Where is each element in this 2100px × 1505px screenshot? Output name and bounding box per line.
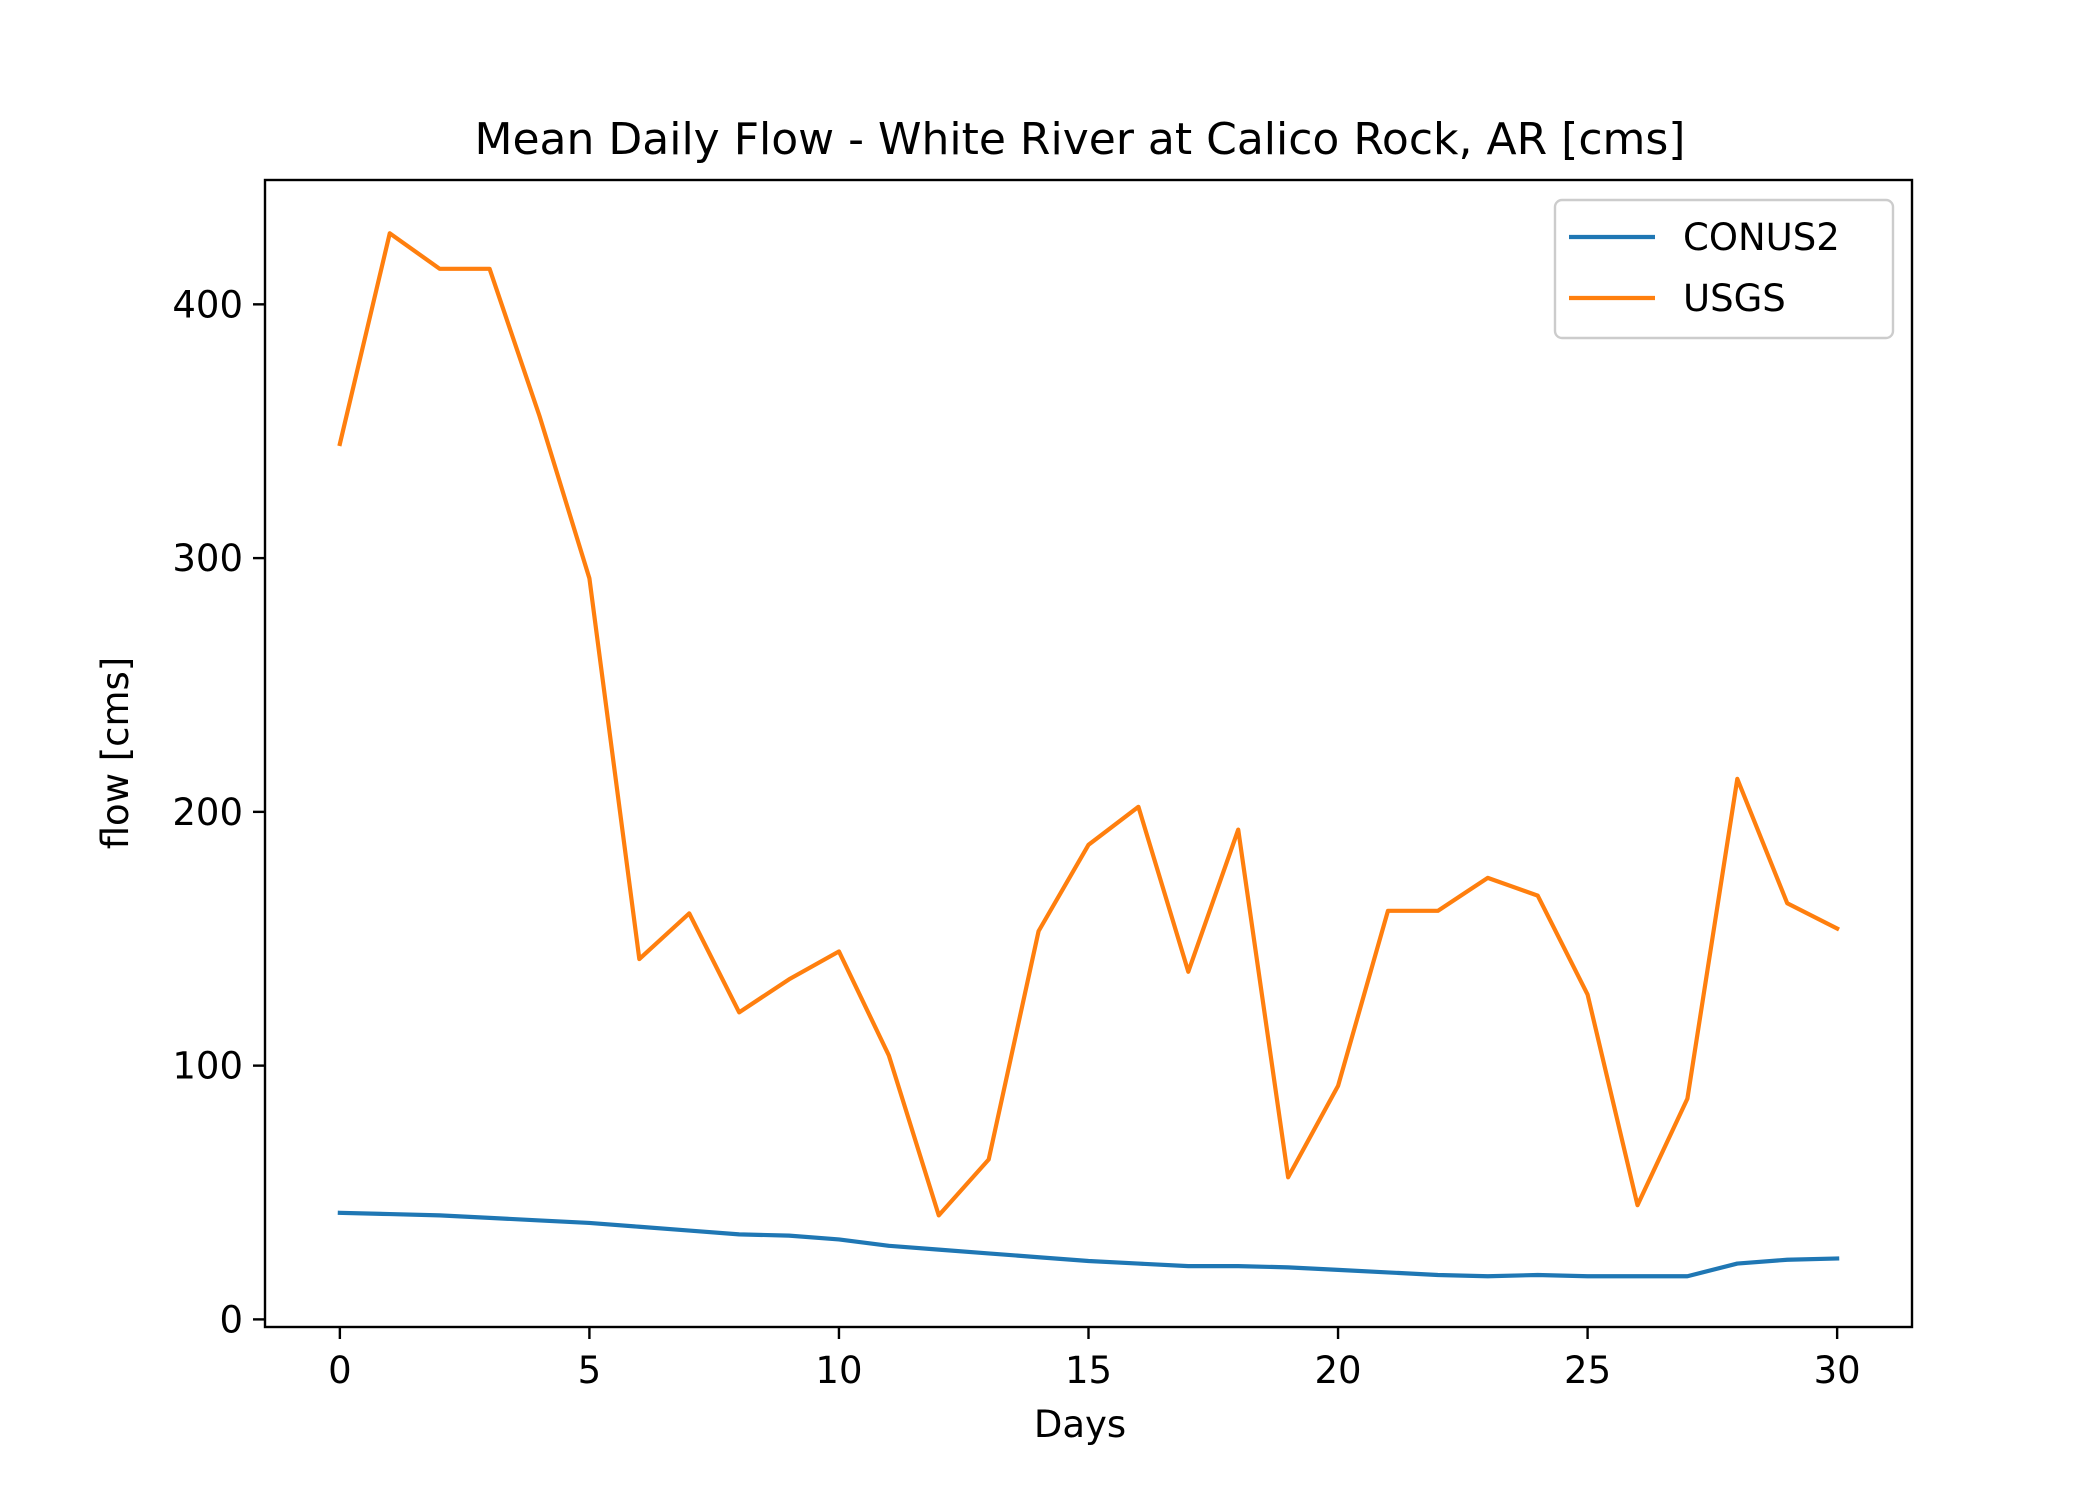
x-tick-label-30: 30 <box>1814 1349 1861 1392</box>
legend: CONUS2 USGS <box>1553 198 1895 340</box>
series-line-conus2 <box>337 1210 1840 1279</box>
x-tick-label-10: 10 <box>815 1349 862 1392</box>
series-line-usgs <box>337 231 1840 1218</box>
legend-box <box>1553 198 1895 340</box>
legend-label-conus2: CONUS2 <box>1683 216 1840 259</box>
x-tick-label-5: 5 <box>578 1349 602 1392</box>
x-tick-label-25: 25 <box>1564 1349 1611 1392</box>
x-tick-label-15: 15 <box>1065 1349 1112 1392</box>
x-tick-label-20: 20 <box>1314 1349 1361 1392</box>
y-tick-label-300: 300 <box>172 537 243 580</box>
x-axis-label: Days <box>1034 1403 1126 1446</box>
y-tick-label-100: 100 <box>172 1045 243 1088</box>
y-tick-label-200: 200 <box>172 791 243 834</box>
x-tick-label-0: 0 <box>328 1349 352 1392</box>
legend-label-usgs: USGS <box>1683 277 1786 320</box>
y-tick-label-0: 0 <box>219 1298 243 1341</box>
chart-title: Mean Daily Flow - White River at Calico … <box>475 114 1686 165</box>
y-axis-label: flow [cms] <box>94 657 137 850</box>
y-tick-label-400: 400 <box>172 283 243 326</box>
